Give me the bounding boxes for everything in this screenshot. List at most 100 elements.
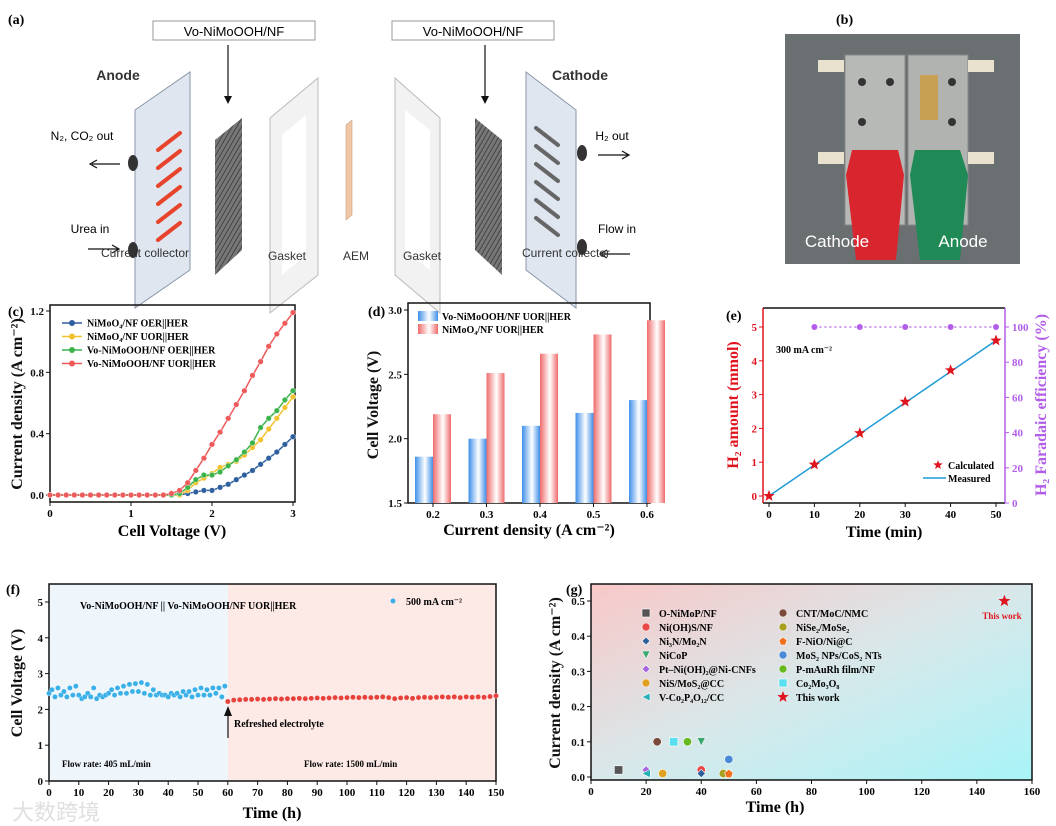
data-point xyxy=(463,694,469,700)
y-tick-label: 0.0 xyxy=(30,490,44,502)
legend-label: NiS/MoS₂@CC xyxy=(659,679,724,690)
legend-marker xyxy=(777,691,789,702)
x-axis-title: Time (h) xyxy=(746,799,805,816)
data-point xyxy=(208,487,215,494)
x-tick-label: 40 xyxy=(163,787,175,799)
data-point xyxy=(296,695,303,702)
data-point xyxy=(290,309,297,316)
data-point xyxy=(242,696,249,703)
panel-label-d: (d) xyxy=(368,305,385,320)
arrow-right-icon xyxy=(88,244,121,254)
data-point xyxy=(614,765,624,775)
legend-marker xyxy=(778,650,788,660)
arrow-left-icon xyxy=(598,249,630,259)
data-point xyxy=(362,694,368,700)
data-point xyxy=(290,393,297,400)
data-point xyxy=(273,331,280,338)
y-axis-title: H₂ Faradaic efficiency (%) xyxy=(1033,314,1050,496)
legend-label: NiSe₂/MoSe₂ xyxy=(796,623,849,634)
clip-jaw xyxy=(920,75,938,120)
data-point xyxy=(241,449,248,456)
panel-label-e: (e) xyxy=(726,309,742,324)
panel-d-voltage-bar-chart: (d) 1.5 2.0 2.5 3.0 0.2 0.3 0.4 0.5 0.6 Current d… xyxy=(365,302,665,539)
calculated-star xyxy=(854,427,866,438)
x-tick-label: 1 xyxy=(128,508,134,520)
legend-label: P-mAuRh film/NF xyxy=(796,665,875,676)
panel-label-c: (c) xyxy=(8,305,24,320)
data-point xyxy=(445,694,452,700)
series-line xyxy=(50,436,294,496)
y-tick-label: 3.0 xyxy=(388,305,402,317)
y-tick-label: 5 xyxy=(38,597,44,609)
data-point xyxy=(126,681,133,688)
data-point xyxy=(273,415,280,422)
data-point xyxy=(219,694,225,700)
data-point xyxy=(350,694,356,700)
data-point xyxy=(64,694,70,700)
data-point xyxy=(225,481,232,488)
data-point xyxy=(222,683,228,689)
data-point xyxy=(249,439,256,446)
data-point xyxy=(257,358,264,365)
faradaic-point xyxy=(902,324,909,330)
y-tick-label: 2 xyxy=(752,423,758,435)
x-tick-label: 0.3 xyxy=(480,509,494,521)
data-point xyxy=(177,694,183,700)
data-point xyxy=(165,694,171,700)
data-point xyxy=(427,694,434,701)
data-point xyxy=(208,441,215,448)
data-point xyxy=(273,407,280,414)
data-point xyxy=(192,686,198,693)
data-point xyxy=(368,694,374,701)
data-point xyxy=(272,695,279,702)
data-point xyxy=(90,685,97,691)
data-point xyxy=(233,456,240,463)
bar xyxy=(468,438,487,503)
panel-b-photo: (b) Cathode Anode xyxy=(785,13,1020,264)
data-point xyxy=(63,492,70,499)
x-axis-title: Current density (A cm⁻²) xyxy=(443,522,615,539)
x-tick-label: 30 xyxy=(900,509,912,521)
y-tick-label: 0.3 xyxy=(571,666,585,678)
legend-swatch xyxy=(418,324,438,334)
data-point xyxy=(52,694,58,700)
x-axis-title: Cell Voltage (V) xyxy=(118,523,226,540)
anode-label: Anode xyxy=(96,67,140,83)
data-point xyxy=(208,472,215,479)
x-tick-label: 0.4 xyxy=(533,509,547,521)
data-point xyxy=(204,686,210,693)
y-tick-label: 80 xyxy=(1012,357,1024,369)
plot-background xyxy=(591,584,1032,780)
x-tick-label: 50 xyxy=(193,787,205,799)
x-tick-label: 2 xyxy=(209,508,215,520)
data-point xyxy=(641,768,651,779)
bar xyxy=(415,456,433,503)
faradaic-point xyxy=(856,324,863,330)
y-tick-label: 4 xyxy=(38,633,44,645)
y-tick-label: 0 xyxy=(1012,498,1018,510)
anode-current-collector xyxy=(134,71,191,309)
plot-frame xyxy=(49,304,296,503)
y-tick-label: 0.4 xyxy=(30,429,44,441)
data-point xyxy=(652,737,662,747)
x-tick-label: 0.2 xyxy=(426,509,440,521)
left-region-label: Flow rate: 405 mL/min xyxy=(62,759,151,769)
data-point xyxy=(132,680,139,687)
data-point xyxy=(380,694,386,700)
arrow-up-icon xyxy=(224,706,232,716)
data-point xyxy=(105,690,112,697)
legend-label: Vo-NiMoOOH/NF UOR||HER xyxy=(442,312,572,323)
data-point xyxy=(176,487,183,494)
data-point xyxy=(696,768,706,779)
x-tick-label: 0.5 xyxy=(587,509,601,521)
x-tick-label: 40 xyxy=(945,509,957,521)
y-tick-label: 3 xyxy=(38,669,44,681)
legend-label: MoS₂ NPs/CoS₂ NTs xyxy=(796,651,882,662)
bar xyxy=(647,320,665,503)
data-point xyxy=(265,455,272,462)
data-point xyxy=(192,488,199,495)
data-point xyxy=(186,688,192,695)
data-point xyxy=(415,694,422,701)
data-point xyxy=(183,692,189,698)
data-point xyxy=(135,688,142,695)
